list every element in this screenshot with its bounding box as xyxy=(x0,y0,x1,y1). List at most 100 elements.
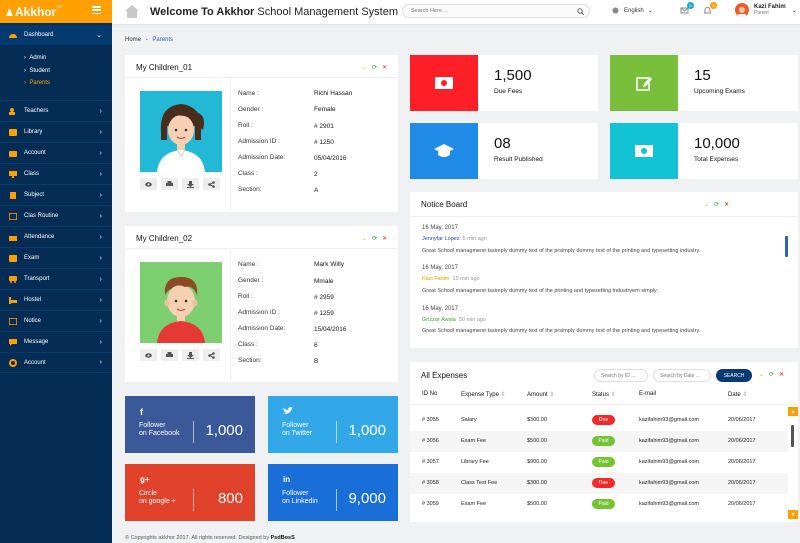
value-class: 2 xyxy=(314,171,318,178)
mail-button[interactable]: 5 xyxy=(680,2,694,15)
linkedin-tile[interactable]: in Follower on Linkedin 9,000 xyxy=(268,464,398,521)
social-count: 1,000 xyxy=(205,422,243,439)
share-button[interactable] xyxy=(203,349,220,361)
notification-button[interactable]: 8 xyxy=(703,2,717,15)
close-icon[interactable]: ✕ xyxy=(382,65,388,71)
table-row[interactable]: # 3058 Class Test Fee $300.00 Due kazifa… xyxy=(410,473,788,494)
cell-email: kazifahim93@gmail.com xyxy=(639,417,699,423)
twitter-tile[interactable]: Follower on Twitter 1,000 xyxy=(268,396,398,453)
logo-text: Akkhor xyxy=(15,4,57,19)
search-by-id-input[interactable] xyxy=(594,369,648,382)
column-header[interactable]: Expense Type ⇕ xyxy=(461,392,506,398)
share-button[interactable] xyxy=(203,178,220,190)
label-gender: Gender : xyxy=(238,106,264,113)
view-button[interactable] xyxy=(140,349,157,361)
search-icon[interactable] xyxy=(577,8,584,15)
column-header[interactable]: Status ⇕ xyxy=(592,392,616,398)
column-header[interactable]: ID No xyxy=(422,391,438,397)
print-button[interactable] xyxy=(161,349,178,361)
close-icon[interactable]: ✕ xyxy=(779,372,785,378)
sidebar-item-hostel[interactable]: Hostel › xyxy=(0,289,112,310)
sidebar-item-label: Subject xyxy=(24,192,45,198)
google-plus-tile[interactable]: g+ Circle on google + 800 xyxy=(125,464,255,521)
scroll-up-icon[interactable]: ▲ xyxy=(788,407,798,416)
search-button[interactable]: SEARCH xyxy=(716,369,752,382)
download-button[interactable] xyxy=(182,349,199,361)
page-title: Welcome To Akkhor School Management Syst… xyxy=(150,6,399,18)
sidebar-item-notice[interactable]: Notice › xyxy=(0,310,112,331)
table-row[interactable]: # 3055 Salary $300.00 Due kazifahim93@gm… xyxy=(410,410,788,431)
close-icon[interactable]: ✕ xyxy=(382,236,388,242)
sidebar-item-account[interactable]: Account › xyxy=(0,142,112,163)
sidebar-item-account-2[interactable]: Account › xyxy=(0,352,112,373)
label-roll: Roll : xyxy=(238,293,253,300)
collapse-icon[interactable]: ⌄ xyxy=(704,202,710,208)
sidebar-item-class-routine[interactable]: Clas Routine › xyxy=(0,205,112,226)
sidebar-item-attendance[interactable]: Attendance › xyxy=(0,226,112,247)
column-header[interactable]: E-mail xyxy=(639,391,657,397)
sidebar-sub-parents[interactable]: › Parents xyxy=(24,80,51,86)
footer-brand-link[interactable]: PsdBosS xyxy=(270,535,295,541)
sidebar-item-teachers[interactable]: Teachers › xyxy=(0,100,112,121)
sidebar-item-exam[interactable]: Exam › xyxy=(0,247,112,268)
refresh-icon[interactable]: ⟳ xyxy=(714,202,720,208)
edit-icon xyxy=(610,55,678,111)
collapse-icon[interactable]: ⌄ xyxy=(362,236,368,242)
notice-scrollbar[interactable] xyxy=(785,236,788,257)
chevron-right-icon: › xyxy=(99,191,102,199)
download-button[interactable] xyxy=(182,178,199,190)
home-icon[interactable] xyxy=(125,5,139,18)
cell-id: # 3059 xyxy=(422,501,439,507)
value-roll: # 2901 xyxy=(314,123,334,130)
collapse-icon[interactable]: ⌄ xyxy=(362,65,368,71)
expenses-scrollbar[interactable]: ▲ ▼ xyxy=(788,407,798,519)
sidebar-sub-student[interactable]: › Student xyxy=(24,68,51,74)
column-header[interactable]: Date ⇕ xyxy=(728,392,748,398)
table-row[interactable]: # 3056 Exam Fee $500.00 Paid kazifahim93… xyxy=(410,431,788,452)
sidebar-item-library[interactable]: Library › xyxy=(0,121,112,142)
collapse-icon[interactable]: ⌄ xyxy=(759,372,765,378)
gear-icon xyxy=(9,358,17,367)
cell-id: # 3058 xyxy=(422,480,439,486)
sidebar-item-dashboard[interactable]: Dashboard ⌄ xyxy=(0,25,112,45)
social-count: 9,000 xyxy=(348,490,386,507)
search-input[interactable] xyxy=(403,5,573,17)
refresh-icon[interactable]: ⟳ xyxy=(372,65,378,71)
sidebar-sub-admin[interactable]: › Admin xyxy=(24,55,47,61)
sidebar-item-subject[interactable]: Subject › xyxy=(0,184,112,205)
sidebar-item-label: Account xyxy=(24,150,46,156)
view-button[interactable] xyxy=(140,178,157,190)
user-menu[interactable]: Kazi Fahim Parent ⌄ xyxy=(735,3,797,17)
scroll-thumb[interactable] xyxy=(791,425,794,447)
print-button[interactable] xyxy=(161,178,178,190)
table-row[interactable]: # 3057 Library Fee $900.00 Paid kazifahi… xyxy=(410,452,788,473)
chevron-right-icon: › xyxy=(99,149,102,157)
column-header[interactable]: Amount ⇕ xyxy=(527,392,555,398)
language-selector[interactable]: English ⌄ xyxy=(612,7,653,14)
label-class: Class : xyxy=(238,341,258,348)
search-by-date-input[interactable] xyxy=(653,369,711,382)
money-icon xyxy=(610,123,678,179)
refresh-icon[interactable]: ⟳ xyxy=(769,372,775,378)
menu-toggle-icon[interactable] xyxy=(92,6,101,15)
social-label: Follower xyxy=(282,422,309,429)
sidebar-item-transport[interactable]: Transport › xyxy=(0,268,112,289)
label-gender: Gender : xyxy=(238,277,264,284)
scroll-down-icon[interactable]: ▼ xyxy=(788,510,798,519)
search-box[interactable] xyxy=(402,4,590,18)
sidebar-item-message[interactable]: Message › xyxy=(0,331,112,352)
facebook-tile[interactable]: f Follower on Facebook 1,000 xyxy=(125,396,255,453)
card-title: My Children_01 xyxy=(136,63,193,72)
chevron-right-icon: › xyxy=(99,338,102,346)
label-section: Section: xyxy=(238,186,262,193)
graduation-cap-icon xyxy=(410,123,478,179)
table-row[interactable]: # 3059 Exam Fee $500.00 Paid kazifahim93… xyxy=(410,494,788,515)
logo-trademark: TM xyxy=(56,4,63,9)
sidebar-item-label: Teachers xyxy=(24,108,49,114)
sidebar-item-class[interactable]: Class › xyxy=(0,163,112,184)
close-icon[interactable]: ✕ xyxy=(724,202,730,208)
breadcrumb-home[interactable]: Home xyxy=(125,37,142,43)
refresh-icon[interactable]: ⟳ xyxy=(372,236,378,242)
cell-date: 20/06/2017 xyxy=(728,501,756,507)
cell-type: Class Test Fee xyxy=(461,480,498,486)
